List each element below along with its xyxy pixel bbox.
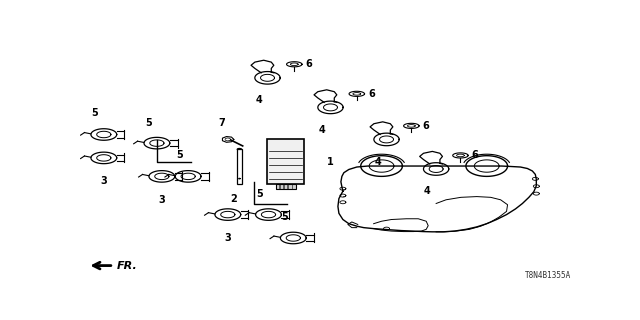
- Text: 1: 1: [327, 156, 333, 167]
- Bar: [280, 184, 284, 188]
- Bar: [276, 184, 279, 188]
- Text: 3: 3: [100, 176, 107, 186]
- Text: 4: 4: [374, 157, 381, 167]
- Text: 5: 5: [176, 150, 182, 160]
- Text: 5: 5: [256, 188, 263, 198]
- Text: 6: 6: [472, 150, 479, 160]
- Bar: [276, 184, 296, 189]
- Bar: [284, 184, 287, 188]
- Text: 5: 5: [145, 117, 152, 128]
- Bar: [268, 140, 305, 184]
- Text: 3: 3: [159, 195, 165, 205]
- Text: 2: 2: [230, 194, 237, 204]
- Text: 5: 5: [281, 212, 288, 222]
- Text: 3: 3: [225, 233, 231, 243]
- Text: 4: 4: [318, 124, 325, 135]
- Text: FR.: FR.: [117, 260, 138, 271]
- Text: T8N4B1355A: T8N4B1355A: [525, 271, 571, 280]
- Text: 6: 6: [423, 121, 429, 131]
- Bar: [237, 149, 241, 184]
- Text: 4: 4: [255, 95, 262, 105]
- Text: 5: 5: [92, 108, 99, 118]
- Text: 6: 6: [306, 59, 312, 69]
- Text: 4: 4: [424, 186, 431, 196]
- Text: 6: 6: [368, 89, 375, 99]
- Bar: [288, 184, 292, 188]
- Text: 7: 7: [218, 118, 225, 128]
